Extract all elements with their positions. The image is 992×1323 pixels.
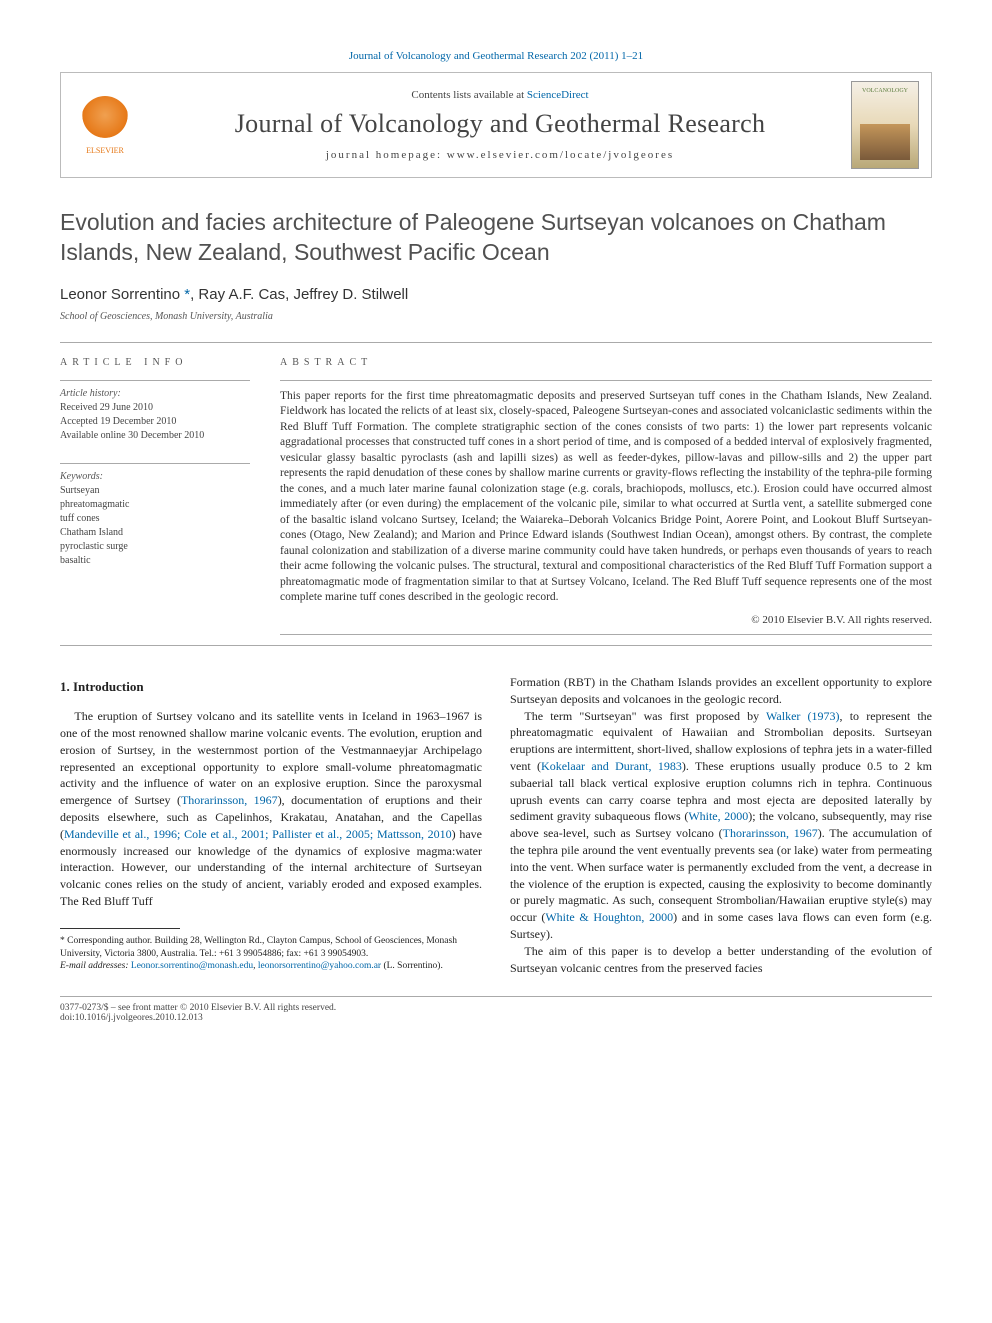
page-footer: 0377-0273/$ – see front matter © 2010 El… xyxy=(60,996,932,1023)
online-date: Available online 30 December 2010 xyxy=(60,429,250,443)
citation-link[interactable]: Mandeville et al., 1996; Cole et al., 20… xyxy=(64,827,452,841)
contents-line: Contents lists available at ScienceDirec… xyxy=(149,89,851,101)
affiliation: School of Geosciences, Monash University… xyxy=(60,311,932,322)
article-info-column: article info Article history: Received 2… xyxy=(60,357,250,635)
article-info-heading: article info xyxy=(60,357,250,368)
citation-link[interactable]: Kokelaar and Durant, 1983 xyxy=(541,759,682,773)
publisher-logo: ELSEVIER xyxy=(73,96,137,155)
keyword: Chatham Island xyxy=(60,526,250,540)
keyword: phreatomagmatic xyxy=(60,498,250,512)
abstract-column: abstract This paper reports for the firs… xyxy=(280,357,932,635)
body-paragraph: Formation (RBT) in the Chatham Islands p… xyxy=(510,674,932,708)
author-list: Leonor Sorrentino *, Ray A.F. Cas, Jeffr… xyxy=(60,286,932,303)
keyword: tuff cones xyxy=(60,512,250,526)
citation-link[interactable]: Thorarinsson, 1967 xyxy=(723,826,818,840)
accepted-date: Accepted 19 December 2010 xyxy=(60,415,250,429)
keyword: Surtseyan xyxy=(60,484,250,498)
email-link[interactable]: Leonor.sorrentino@monash.edu xyxy=(131,961,253,971)
article-title: Evolution and facies architecture of Pal… xyxy=(60,208,932,268)
homepage-url[interactable]: www.elsevier.com/locate/jvolgeores xyxy=(447,149,674,161)
publisher-name: ELSEVIER xyxy=(86,146,124,155)
abstract-heading: abstract xyxy=(280,357,932,368)
homepage-line: journal homepage: www.elsevier.com/locat… xyxy=(149,149,851,161)
body-paragraph: The eruption of Surtsey volcano and its … xyxy=(60,708,482,910)
doi-line: doi:10.1016/j.jvolgeores.2010.12.013 xyxy=(60,1013,336,1023)
journal-name: Journal of Volcanology and Geothermal Re… xyxy=(149,109,851,139)
keyword: basaltic xyxy=(60,554,250,568)
received-date: Received 29 June 2010 xyxy=(60,401,250,415)
journal-header: ELSEVIER Contents lists available at Sci… xyxy=(60,72,932,178)
citation-link[interactable]: Journal of Volcanology and Geothermal Re… xyxy=(349,50,643,62)
sciencedirect-link[interactable]: ScienceDirect xyxy=(527,89,589,101)
section-heading: 1. Introduction xyxy=(60,678,482,696)
keywords-label: Keywords: xyxy=(60,470,250,484)
email-link[interactable]: leonorsorrentino@yahoo.com.ar xyxy=(258,961,381,971)
abs-bottom-rule xyxy=(280,634,932,635)
abstract-copyright: © 2010 Elsevier B.V. All rights reserved… xyxy=(280,614,932,626)
abstract-text: This paper reports for the first time ph… xyxy=(280,389,932,606)
history-label: Article history: xyxy=(60,387,250,401)
citation-link[interactable]: White, 2000 xyxy=(688,809,748,823)
citation-link[interactable]: Thorarinsson, 1967 xyxy=(181,793,278,807)
elsevier-tree-icon xyxy=(81,96,129,144)
journal-cover-thumbnail: VOLCANOLOGY xyxy=(851,81,919,169)
journal-citation: Journal of Volcanology and Geothermal Re… xyxy=(60,50,932,62)
body-paragraph: The term "Surtseyan" was first proposed … xyxy=(510,708,932,943)
kw-rule xyxy=(60,463,250,464)
header-center: Contents lists available at ScienceDirec… xyxy=(149,89,851,161)
email-footnote: E-mail addresses: Leonor.sorrentino@mona… xyxy=(60,960,482,973)
corresponding-author-footnote: * Corresponding author. Building 28, Wel… xyxy=(60,935,482,961)
body-paragraph: The aim of this paper is to develop a be… xyxy=(510,943,932,977)
divider xyxy=(60,342,932,343)
info-abstract-row: article info Article history: Received 2… xyxy=(60,357,932,635)
divider xyxy=(60,645,932,646)
abs-rule xyxy=(280,380,932,381)
citation-link[interactable]: Walker (1973) xyxy=(766,709,840,723)
body-two-column: 1. Introduction The eruption of Surtsey … xyxy=(60,674,932,976)
issn-line: 0377-0273/$ – see front matter © 2010 El… xyxy=(60,1003,336,1013)
info-rule xyxy=(60,380,250,381)
citation-link[interactable]: White & Houghton, 2000 xyxy=(545,910,673,924)
keyword: pyroclastic surge xyxy=(60,540,250,554)
footnote-rule xyxy=(60,928,180,929)
